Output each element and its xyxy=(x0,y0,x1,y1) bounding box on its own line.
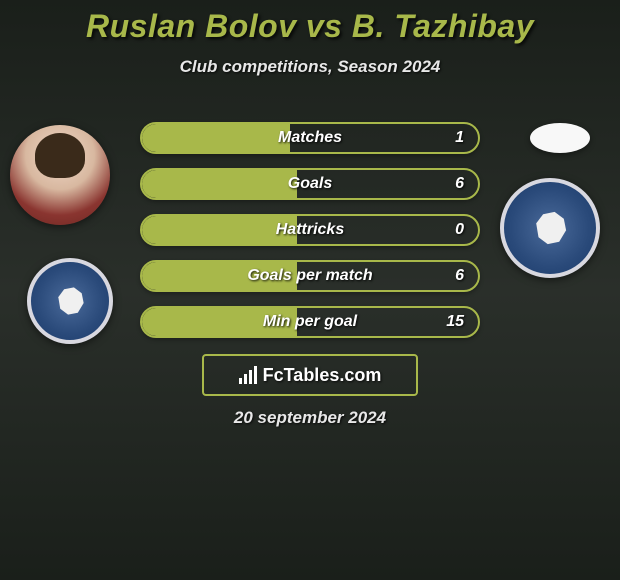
player-left-avatar xyxy=(10,125,110,225)
stat-bar-goals-per-match: Goals per match 6 xyxy=(140,260,480,292)
stat-value: 1 xyxy=(455,129,464,147)
stat-value: 0 xyxy=(455,221,464,239)
stat-value: 6 xyxy=(455,175,464,193)
player-right-avatar-placeholder xyxy=(530,123,590,153)
date-label: 20 september 2024 xyxy=(0,408,620,428)
club-badge-icon xyxy=(500,178,600,278)
stat-value: 15 xyxy=(446,313,464,331)
player-left-club-badge xyxy=(27,258,113,344)
stat-value: 6 xyxy=(455,267,464,285)
fctables-logo: FcTables.com xyxy=(202,354,418,396)
page-title: Ruslan Bolov vs B. Tazhibay xyxy=(0,0,620,45)
stat-bar-matches: Matches 1 xyxy=(140,122,480,154)
stat-bar-hattricks: Hattricks 0 xyxy=(140,214,480,246)
logo-text: FcTables.com xyxy=(263,365,382,386)
bar-chart-icon xyxy=(239,366,257,384)
stat-bar-goals: Goals 6 xyxy=(140,168,480,200)
stat-label: Matches xyxy=(142,129,478,147)
stat-label: Min per goal xyxy=(142,313,478,331)
stats-bars: Matches 1 Goals 6 Hattricks 0 Goals per … xyxy=(140,122,480,352)
stat-bar-min-per-goal: Min per goal 15 xyxy=(140,306,480,338)
club-badge-icon xyxy=(27,258,113,344)
stat-label: Goals xyxy=(142,175,478,193)
stat-label: Goals per match xyxy=(142,267,478,285)
stat-label: Hattricks xyxy=(142,221,478,239)
page-subtitle: Club competitions, Season 2024 xyxy=(0,57,620,77)
player-right-club-badge xyxy=(500,178,600,278)
